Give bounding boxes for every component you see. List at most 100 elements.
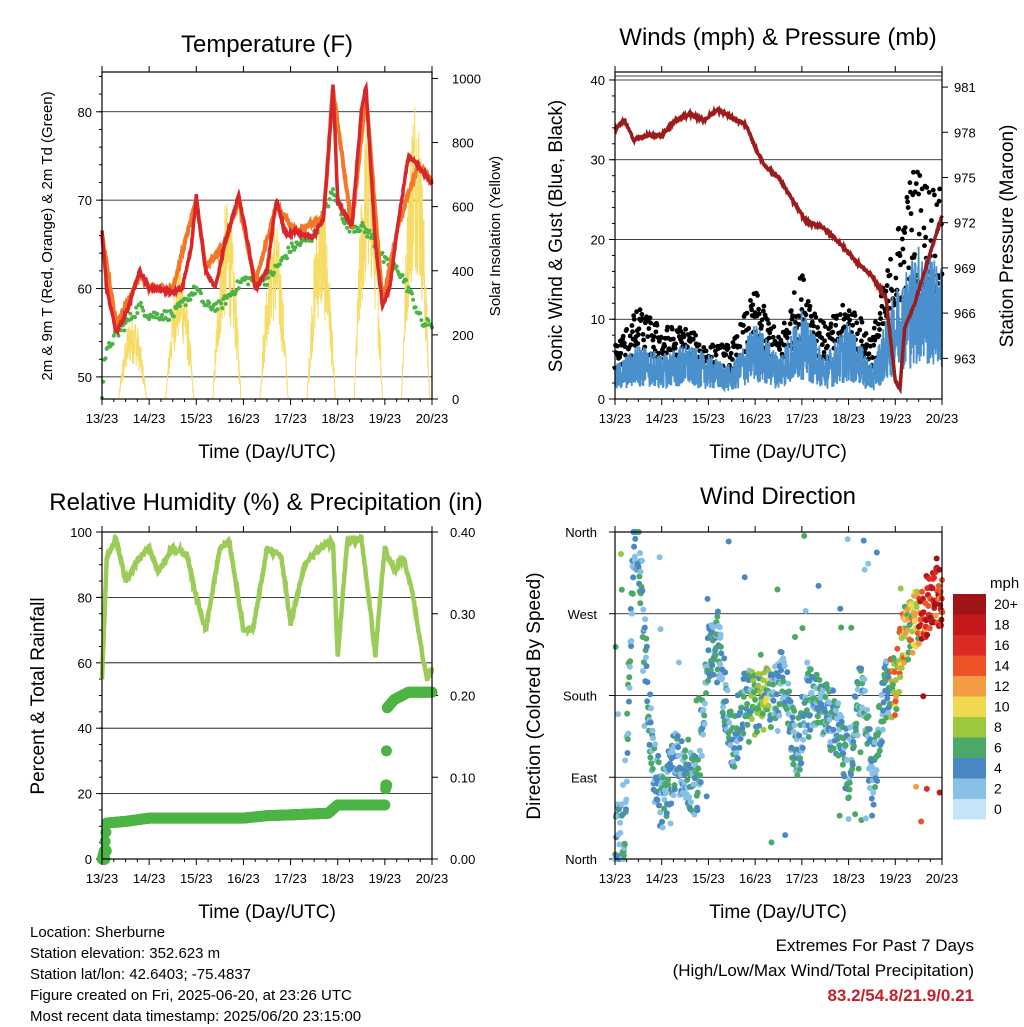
gust-point (825, 343, 830, 349)
direction-point (734, 755, 741, 762)
y2-tick-label: 400 (452, 264, 474, 279)
direction-point (712, 652, 719, 659)
legend-label: 18 (994, 617, 1010, 633)
dewpoint-point (286, 245, 291, 250)
direction-point (695, 756, 702, 763)
direction-point (665, 781, 672, 788)
dewpoint-point (174, 306, 179, 311)
direction-point (718, 650, 725, 657)
gust-point (729, 357, 735, 362)
direction-point (936, 789, 943, 796)
direction-point (876, 747, 883, 754)
x-tick-label: 20/23 (416, 871, 449, 886)
legend-label: 4 (994, 760, 1002, 776)
x-tick-label: 13/23 (599, 411, 632, 426)
direction-point (897, 625, 904, 632)
direction-point (671, 786, 678, 793)
direction-point (724, 687, 731, 694)
direction-point (780, 678, 787, 685)
direction-point (750, 677, 757, 684)
gust-point (932, 253, 938, 259)
x-tick-label: 13/23 (86, 871, 119, 886)
elevation-text: Station elevation: 352.623 m (30, 945, 221, 962)
gust-point (897, 253, 903, 259)
station-info: Location: Sherburne Station elevation: 3… (30, 922, 361, 1027)
direction-point (798, 759, 805, 766)
gust-point (771, 324, 777, 330)
direction-point (685, 761, 692, 768)
direction-point (737, 709, 744, 716)
gust-point (893, 275, 899, 281)
direction-point (897, 674, 904, 681)
direction-point (663, 810, 670, 817)
direction-point (886, 700, 893, 707)
direction-point (870, 801, 877, 808)
winds-plot-area: 0 10 20 30 40 963 966 969 972 975 978 981 13/23 14/23… (591, 66, 976, 426)
y2-tick-label: 975 (954, 170, 976, 185)
x-tick-label: 14/23 (133, 871, 166, 886)
direction-point (805, 733, 812, 740)
direction-point (842, 742, 849, 749)
direction-point (646, 741, 653, 748)
y2-tick-label: 0.20 (450, 689, 475, 704)
humidity-plot-area: 0 20 40 60 80 100 0.00 0.10 0.20 0.30 0.40 13/23 14/… (70, 525, 475, 886)
direction-point (741, 574, 748, 581)
direction-point (657, 809, 664, 816)
direction-point (822, 694, 829, 701)
direction-point (806, 712, 813, 719)
dewpoint-point (223, 301, 228, 306)
gust-point (656, 338, 662, 344)
gust-point (631, 313, 637, 319)
gust-point (878, 316, 884, 321)
direction-point (914, 630, 921, 637)
gust-point (628, 342, 634, 348)
gust-point (669, 326, 675, 332)
gust-point (679, 339, 684, 345)
gust-point (787, 321, 793, 327)
gust-point (932, 192, 937, 198)
gust-point (734, 334, 740, 339)
direction-point (830, 745, 837, 752)
gust-point (672, 345, 678, 351)
dewpoint-point (394, 264, 399, 269)
precip-point (380, 745, 392, 757)
gust-point (921, 225, 927, 231)
dewpoint-point (327, 197, 332, 202)
legend-label: 14 (994, 658, 1010, 674)
direction-point (703, 690, 710, 697)
direction-point (891, 668, 898, 675)
direction-point (909, 649, 916, 656)
precip-point (379, 799, 391, 811)
dewpoint-point (272, 270, 277, 275)
y2-tick-label: 1000 (452, 71, 481, 86)
direction-point (861, 687, 868, 694)
temperature-title: Temperature (F) (181, 31, 353, 58)
direction-point (659, 774, 666, 781)
gust-point (923, 234, 929, 240)
gust-point (665, 324, 670, 330)
direction-point (704, 595, 711, 602)
direction-point (623, 806, 630, 813)
direction-point (879, 726, 886, 733)
gust-point (765, 317, 770, 323)
winds-panel: Winds (mph) & Pressure (mb) 0 10 20 30 40 963… (546, 24, 1018, 463)
gust-point (723, 352, 729, 358)
gust-point (701, 345, 707, 350)
direction-point (760, 677, 767, 684)
direction-point (652, 741, 659, 748)
direction-point (768, 671, 775, 678)
direction-point (740, 693, 747, 700)
dewpoint-point (133, 314, 137, 319)
gust-point (617, 354, 623, 360)
x-tick-label: 18/23 (832, 871, 865, 886)
direction-point (721, 655, 728, 662)
gust-point (744, 310, 750, 316)
direction-point (622, 757, 629, 764)
direction-point (642, 616, 649, 623)
direction-point (656, 802, 663, 809)
gust-point (898, 262, 903, 268)
direction-point (857, 749, 864, 756)
y2-tick-label: 800 (452, 136, 474, 151)
humidity-x-axis-label: Time (Day/UTC) (198, 902, 336, 923)
direction-point (814, 713, 821, 720)
